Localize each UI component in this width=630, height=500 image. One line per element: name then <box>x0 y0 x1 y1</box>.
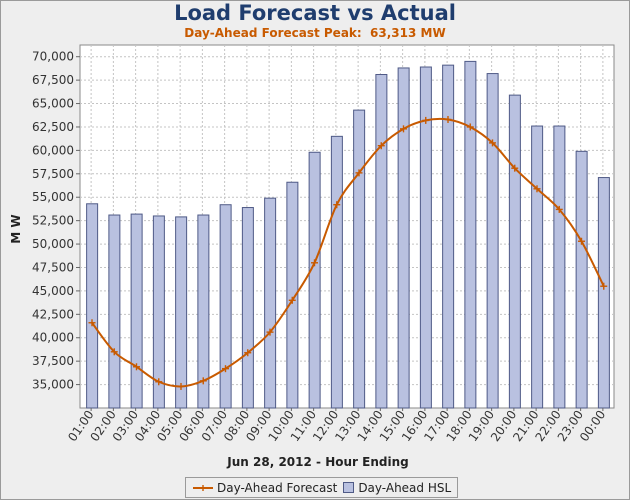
bar-hsl-2100 <box>531 125 544 409</box>
y-tick-label: 42,500 <box>32 307 74 321</box>
forecast-point-2000 <box>511 164 519 172</box>
y-tick-label: 70,000 <box>32 50 74 64</box>
y-tick-label: 65,000 <box>32 97 74 111</box>
legend-line-swatch <box>193 484 213 491</box>
bar-hsl-0800 <box>241 207 254 409</box>
forecast-point-2100 <box>533 185 541 193</box>
bar-hsl-1100 <box>308 151 321 409</box>
forecast-point-1600 <box>422 116 430 124</box>
forecast-point-1300 <box>355 169 363 177</box>
forecast-point-1100 <box>311 259 318 267</box>
bar-hsl-0900 <box>264 197 277 409</box>
bar-hsl-0100 <box>86 203 99 409</box>
forecast-point-0600 <box>199 377 207 385</box>
legend-label-forecast: Day-Ahead Forecast <box>217 480 338 495</box>
legend-item-forecast: Day-Ahead Forecast <box>192 481 337 495</box>
forecast-point-1900 <box>489 139 496 147</box>
chart-subtitle: Day-Ahead Forecast Peak: 63,313 MW <box>184 26 446 40</box>
forecast-point-0800 <box>244 349 252 357</box>
bar-hsl-1600 <box>419 66 432 409</box>
bar-hsl-0000 <box>597 177 610 409</box>
forecast-point-1000 <box>288 296 296 304</box>
forecast-point-0000 <box>600 282 608 290</box>
y-tick-label: 50,000 <box>32 237 74 251</box>
bar-hsl-2200 <box>553 125 566 409</box>
forecast-point-1200 <box>333 201 341 209</box>
y-tick-label: 60,000 <box>32 143 74 157</box>
bar-hsl-1300 <box>353 109 366 409</box>
forecast-point-0300 <box>133 363 140 371</box>
legend-label-hsl: Day-Ahead HSL <box>358 480 452 495</box>
bar-hsl-1500 <box>397 67 410 409</box>
y-tick-label: 35,000 <box>32 378 74 392</box>
legend: Day-Ahead Forecast Day-Ahead HSL <box>185 477 459 498</box>
plot-area <box>79 44 615 409</box>
forecast-point-0700 <box>222 365 229 373</box>
bar-hsl-1000 <box>286 181 299 409</box>
y-tick-label: 40,000 <box>32 331 74 345</box>
bar-hsl-1900 <box>486 73 499 409</box>
chart-title: Load Forecast vs Actual <box>174 1 456 25</box>
bar-hsl-0300 <box>130 213 143 409</box>
forecast-point-2200 <box>555 205 563 213</box>
y-tick-label: 62,500 <box>32 120 74 134</box>
y-axis-title: M W <box>9 214 23 243</box>
y-tick-label: 67,500 <box>32 73 74 87</box>
bar-hsl-2000 <box>508 94 521 409</box>
forecast-point-1500 <box>400 125 407 133</box>
bar-hsl-1700 <box>442 64 455 409</box>
forecast-point-1700 <box>444 115 452 123</box>
bar-hsl-2300 <box>575 150 588 409</box>
bar-hsl-0400 <box>152 215 165 409</box>
y-tick-label: 52,500 <box>32 214 74 228</box>
y-tick-label: 57,500 <box>32 167 74 181</box>
forecast-point-1800 <box>466 123 474 131</box>
forecast-point-0500 <box>177 382 185 390</box>
legend-item-hsl: Day-Ahead HSL <box>343 481 451 495</box>
bar-hsl-1800 <box>464 60 477 409</box>
y-tick-label: 55,000 <box>32 190 74 204</box>
forecast-point-2300 <box>578 237 585 245</box>
y-tick-label: 45,000 <box>32 284 74 298</box>
chart-plot: 35,000 37,500 40,000 42,500 45,000 47,500 50,0… <box>9 44 615 469</box>
x-axis-title: Jun 28, 2012 - Hour Ending <box>226 455 408 469</box>
bar-hsl-1200 <box>330 135 343 409</box>
forecast-point-0900 <box>266 328 274 336</box>
forecast-point-1400 <box>377 142 385 150</box>
forecast-point-0400 <box>155 378 163 386</box>
y-tick-label: 37,500 <box>32 354 74 368</box>
y-tick-label: 47,500 <box>32 260 74 274</box>
bar-hsl-1400 <box>375 74 388 409</box>
legend-bar-swatch <box>343 482 355 493</box>
forecast-point-0200 <box>110 348 118 356</box>
bar-hsl-0600 <box>197 214 210 409</box>
bar-hsl-0500 <box>175 216 188 409</box>
bar-hsl-0700 <box>219 204 232 409</box>
forecast-point-0100 <box>88 319 96 327</box>
bar-hsl-0200 <box>108 214 121 409</box>
